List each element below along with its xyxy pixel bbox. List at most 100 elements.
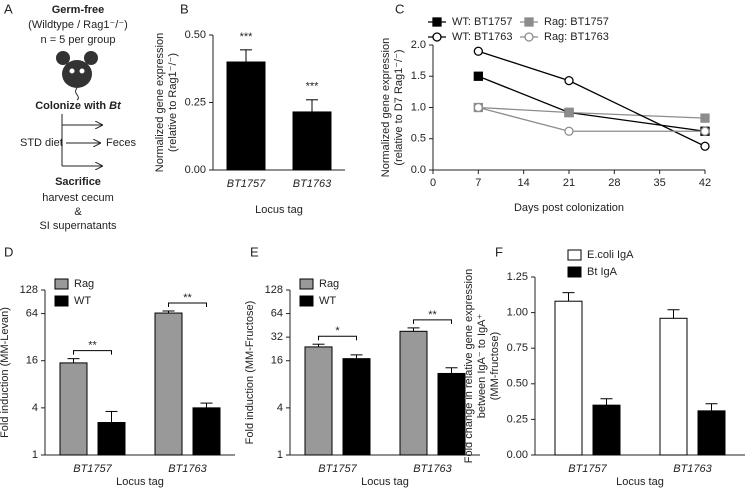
significance-bracket [318,335,357,341]
y-axis-label: Normalized gene expression [154,33,166,172]
bar [226,61,266,171]
significance-bracket [168,302,207,308]
bar [697,410,726,456]
y-tick-label: 0.50 [507,378,528,390]
y-axis-label: (relative to D7 Rag1⁻/⁻) [393,49,405,165]
significance-bracket [413,319,452,324]
x-axis-label: Locus tag [361,476,409,488]
annotation: * [335,325,340,337]
chart: D 1 4 16 64 128 Fold induction (MM-Levan) Locus… [0,244,235,488]
y-tick-label: 128 [265,284,283,296]
legend-swatch [299,278,314,290]
y-tick-label: 16 [271,355,283,367]
error-bar [312,343,325,347]
y-axis-label: Normalized gene expression [380,38,392,177]
bar [97,422,126,456]
legend-label: Rag [319,278,339,290]
significance-bracket [73,350,112,355]
annotation: ** [183,292,192,304]
x-tick-label: 35 [654,177,666,189]
legend-marker [432,17,442,27]
marker [700,113,710,123]
annotation: *** [240,31,254,43]
legend-label: Rag [74,278,94,290]
y-tick-label: 0.5 [411,133,426,145]
annotation: ** [88,340,97,352]
y-tick-label: 16 [26,355,38,367]
bar [154,312,183,456]
x-tick-label: BT1763 [673,463,712,475]
supernatants: SI supernatants [39,220,117,232]
marker [564,75,574,86]
group-size: n = 5 per group [41,34,116,46]
legend-label: WT [74,295,91,307]
error-bar [350,354,363,359]
bar [437,372,466,456]
bar [592,404,621,456]
bar [192,407,221,456]
x-tick-label: 0 [430,177,436,189]
y-tick-label: 1.0 [411,101,426,113]
y-tick-label: 1 [277,449,283,461]
y-axis-label: Fold change in relative gene expression [463,269,475,463]
diet: STD diet [20,137,63,149]
x-tick-label: BT1757 [318,463,357,475]
legend-swatch [54,295,69,307]
legend-swatch [299,295,314,307]
panel-label: A [4,1,13,16]
y-tick-label: 0.0 [411,164,426,176]
series-line [478,75,706,132]
marker [473,102,483,113]
y-axis-label: between IgA⁻ to IgA⁺ [476,314,488,419]
panel-label: F [495,244,503,259]
y-tick-label: 0.25 [185,96,206,108]
x-tick-label: BT1763 [413,463,452,475]
chart: F 0.00 0.25 0.50 0.75 1.00 1.25 Fold change in … [463,244,745,488]
bar [659,317,688,456]
genotypes: (Wildtype / Rag1⁻/⁻) [28,19,128,31]
legend-label: Rag: BT1757 [544,16,609,28]
error-bar [240,49,252,62]
x-tick-label: 28 [608,177,620,189]
y-axis-label: (MM-fructose) [489,332,501,400]
y-tick-label: 64 [26,307,38,319]
x-tick-label: 14 [518,177,530,189]
colonize: Colonize with Bt [35,100,122,112]
bar [292,111,332,171]
organism: Bt [109,100,122,112]
chart: E 1 4 16 32 64 128 Fold induction (MM-Fructose)… [244,244,480,488]
error-bar [105,410,118,423]
x-axis-label: Locus tag [255,204,303,216]
y-tick-label: 0.00 [185,164,206,176]
x-tick-label: BT1763 [293,178,332,190]
error-bar [162,310,175,314]
y-tick-label: 0.25 [507,413,528,425]
and: & [74,206,82,218]
bar [399,330,428,456]
y-tick-label: 2.0 [411,39,426,51]
y-tick-label: 0.50 [185,29,206,41]
panel-label: E [250,244,259,259]
legend-swatch [54,278,69,290]
y-tick-label: 4 [32,402,38,414]
legend-label: WT: BT1757 [452,16,513,28]
y-tick-label: 128 [20,284,38,296]
colonize-text: Colonize with [35,100,106,112]
x-tick-label: BT1757 [227,178,266,190]
series-line [478,106,705,132]
panel-label: D [4,244,13,259]
marker [700,126,710,136]
error-bar [200,402,213,408]
y-tick-label: 1.25 [507,271,528,283]
y-tick-label: 0.00 [507,449,528,461]
harvest: harvest cecum [42,192,114,204]
title: Germ-free [52,4,105,16]
error-bar [562,292,575,302]
legend-swatch [567,249,582,261]
chart: B 0.00 0.25 0.50 Normalized gene expression(… [154,1,345,216]
bar [342,358,371,456]
legend-label: WT [319,295,336,307]
marker [564,126,574,136]
legend-label: Rag: BT1763 [544,31,609,43]
